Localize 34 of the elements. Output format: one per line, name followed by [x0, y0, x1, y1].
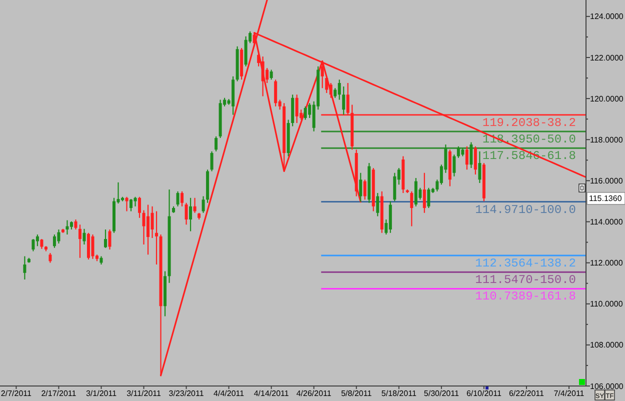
x-tick-label: 3/1/2011: [86, 389, 118, 398]
x-tick-label: 4/4/2011: [214, 389, 245, 398]
y-tick-label: 118.0000: [590, 135, 624, 144]
y-tick-label: 110.0000: [590, 300, 624, 309]
y-tick-label: 120.0000: [590, 94, 624, 104]
x-tick-label: 5/18/2011: [381, 389, 417, 398]
ref-line-label: 114.9710-100.0: [475, 202, 576, 217]
candlestick: [125, 196, 128, 212]
x-tick-label: 2/17/2011: [41, 389, 77, 398]
y-tick-label: 116.0000: [590, 176, 624, 186]
y-tick-label: 106.0000: [590, 382, 624, 391]
ref-line-label: 112.3564-138.2: [475, 256, 576, 270]
ref-line-label: 110.7389-161.8: [475, 290, 576, 304]
candlestick: [23, 256, 26, 280]
x-tick-label: 2/7/2011: [0, 389, 32, 398]
x-tick-label: 5/30/2011: [424, 389, 460, 398]
y-tick-label: 108.0000: [590, 340, 624, 350]
annotation: 115.1360: [589, 194, 622, 204]
y-tick-label: 124.0000: [590, 12, 624, 22]
x-tick-label: 4/26/2011: [296, 389, 332, 398]
y-tick-label: 122.0000: [590, 53, 624, 62]
x-tick-label: 3/11/2011: [126, 389, 162, 398]
candlestick: [193, 198, 196, 213]
x-tick-label: 3/23/2011: [168, 389, 204, 398]
x-tick-label: 7/4/2011: [554, 389, 585, 398]
ref-line-label: 111.5470-150.0: [475, 273, 576, 288]
y-tick-label: 114.0000: [590, 218, 624, 227]
ref-line-label: 119.2038-38.2: [482, 116, 576, 130]
candlestick: [66, 220, 69, 234]
x-tick-label: 4/14/2011: [254, 389, 290, 398]
x-tick-label: 6/10/2011: [466, 389, 502, 398]
x-tick-label: 6/22/2011: [508, 389, 545, 398]
x-tick-label: 5/8/2011: [341, 389, 372, 398]
y-tick-label: 112.0000: [590, 258, 624, 268]
